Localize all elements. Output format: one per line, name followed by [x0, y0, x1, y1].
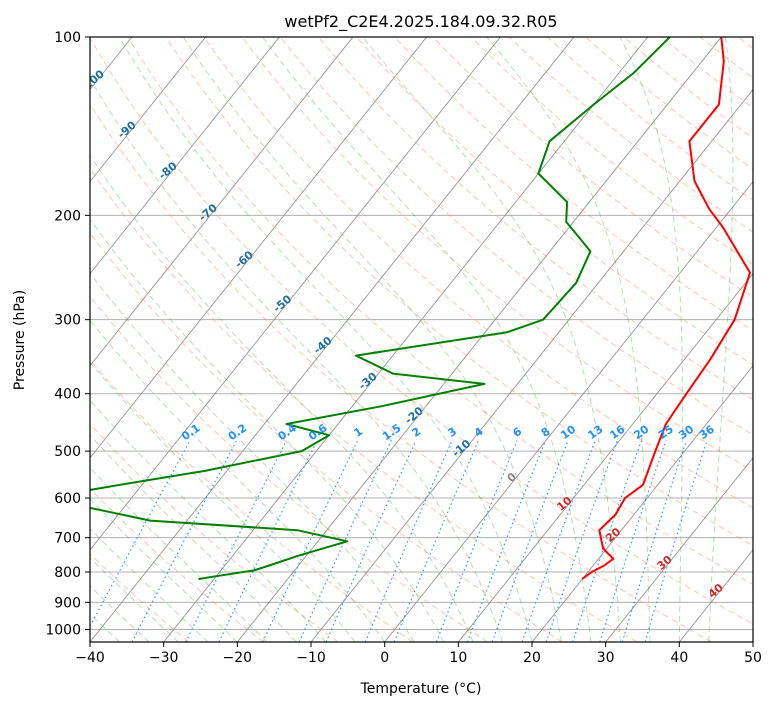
- moist-adiabat-line: [90, 218, 445, 642]
- moist-adiabat-line: [90, 77, 503, 642]
- x-tick-label: 0: [380, 650, 389, 666]
- dry-adiabat-line: [394, 37, 753, 332]
- y-tick-label: 300: [54, 313, 81, 329]
- isotherm-line: [90, 37, 501, 551]
- mixing-ratio-line: [572, 440, 643, 642]
- moist-adiabat-line: [619, 37, 683, 642]
- isotherm-line: [90, 37, 280, 275]
- plot-frame: [89, 36, 754, 643]
- y-tick-label: 900: [54, 595, 81, 611]
- moist-adiabat-line: [90, 527, 209, 642]
- plot-area: [90, 37, 753, 642]
- mixing-ratio-line: [491, 440, 569, 642]
- mixing-ratio-line: [545, 440, 618, 642]
- mixing-ratio-line: [90, 440, 191, 628]
- mixing-ratio-line: [262, 440, 359, 642]
- x-tick-label: −40: [75, 650, 105, 666]
- y-axis-title: Pressure (hPa): [12, 290, 28, 390]
- dry-adiabat-line: [90, 553, 190, 642]
- isotherm-line: [384, 180, 753, 642]
- y-tick-label: 500: [54, 444, 81, 460]
- temperature-profile-line: [581, 37, 751, 580]
- x-tick-label: 40: [670, 650, 688, 666]
- dry-adiabat-line: [90, 231, 563, 642]
- mixing-ratio-line: [393, 440, 479, 642]
- moist-adiabat-line: [90, 361, 356, 642]
- dry-adiabat-line: [90, 167, 638, 642]
- x-tick-label: −10: [296, 650, 326, 666]
- chart-title: wetPf2_C2E4.2025.184.09.32.R05: [284, 12, 557, 32]
- moist-adiabat-line: [708, 37, 734, 642]
- moist-adiabat-line: [362, 37, 621, 642]
- isotherm-line: [90, 37, 354, 367]
- mixing-ratio-line: [435, 440, 518, 642]
- moist-adiabat-line: [262, 37, 592, 642]
- dry-adiabat-line: [90, 295, 488, 642]
- y-tick-label: 600: [54, 491, 81, 507]
- moist-adiabat-line: [486, 37, 651, 642]
- moist-adiabat-line: [90, 154, 474, 642]
- isotherm-line: [237, 37, 722, 642]
- moist-adiabat-line: [182, 37, 562, 642]
- dewpoint-profile-line: [90, 37, 671, 580]
- x-tick-label: 50: [744, 650, 762, 666]
- isotherm-line: [90, 37, 206, 183]
- isotherm-line: [90, 37, 427, 459]
- x-tick-label: −30: [149, 650, 179, 666]
- isotherm-line: [90, 37, 575, 642]
- dry-adiabat-line: [356, 37, 753, 366]
- dry-adiabat-line: [127, 37, 753, 586]
- isotherm-line: [310, 88, 753, 642]
- mixing-ratio-line: [621, 440, 687, 642]
- y-tick-label: 400: [54, 387, 81, 403]
- y-tick-label: 100: [54, 30, 81, 46]
- dry-adiabat-line: [203, 37, 753, 509]
- moist-adiabat-line: [118, 37, 533, 642]
- dry-adiabat-line: [165, 37, 753, 547]
- mixing-ratio-line: [599, 440, 667, 642]
- x-axis-title: Temperature (°C): [360, 681, 482, 697]
- isotherm-line: [605, 457, 753, 642]
- moist-adiabat-line: [90, 585, 150, 642]
- isotherm-line: [531, 365, 753, 642]
- mixing-ratio-line: [521, 440, 596, 642]
- y-tick-label: 1000: [45, 622, 81, 638]
- mixing-ratio-line: [185, 440, 287, 642]
- y-tick-label: 800: [54, 565, 81, 581]
- x-tick-label: 10: [449, 650, 467, 666]
- y-tick-label: 700: [54, 531, 81, 547]
- dry-adiabat-line: [90, 359, 414, 642]
- isotherm-line: [163, 37, 648, 642]
- x-tick-label: 20: [523, 650, 541, 666]
- axes: −40 −30 −20 −10 0 10 20 30 40 50 100 200 300 400 500 60…: [45, 30, 762, 666]
- x-tick-label: 30: [597, 650, 615, 666]
- moist-adiabat-line: [90, 498, 238, 642]
- moist-adiabat-line: [90, 319, 386, 642]
- isotherm-line: [458, 273, 753, 642]
- dry-adiabat-line: [318, 37, 753, 401]
- moist-adiabat-line: [90, 434, 297, 642]
- mixing-ratio-line: [218, 440, 318, 642]
- moist-adiabat-line: [90, 556, 179, 642]
- moist-adiabat-line: [90, 272, 415, 642]
- dry-adiabat-line: [90, 37, 753, 625]
- y-tick-label: 200: [54, 208, 81, 224]
- mixing-ratio-line: [131, 440, 238, 642]
- dry-adiabat-line: [90, 103, 712, 642]
- x-tick-label: −20: [223, 650, 253, 666]
